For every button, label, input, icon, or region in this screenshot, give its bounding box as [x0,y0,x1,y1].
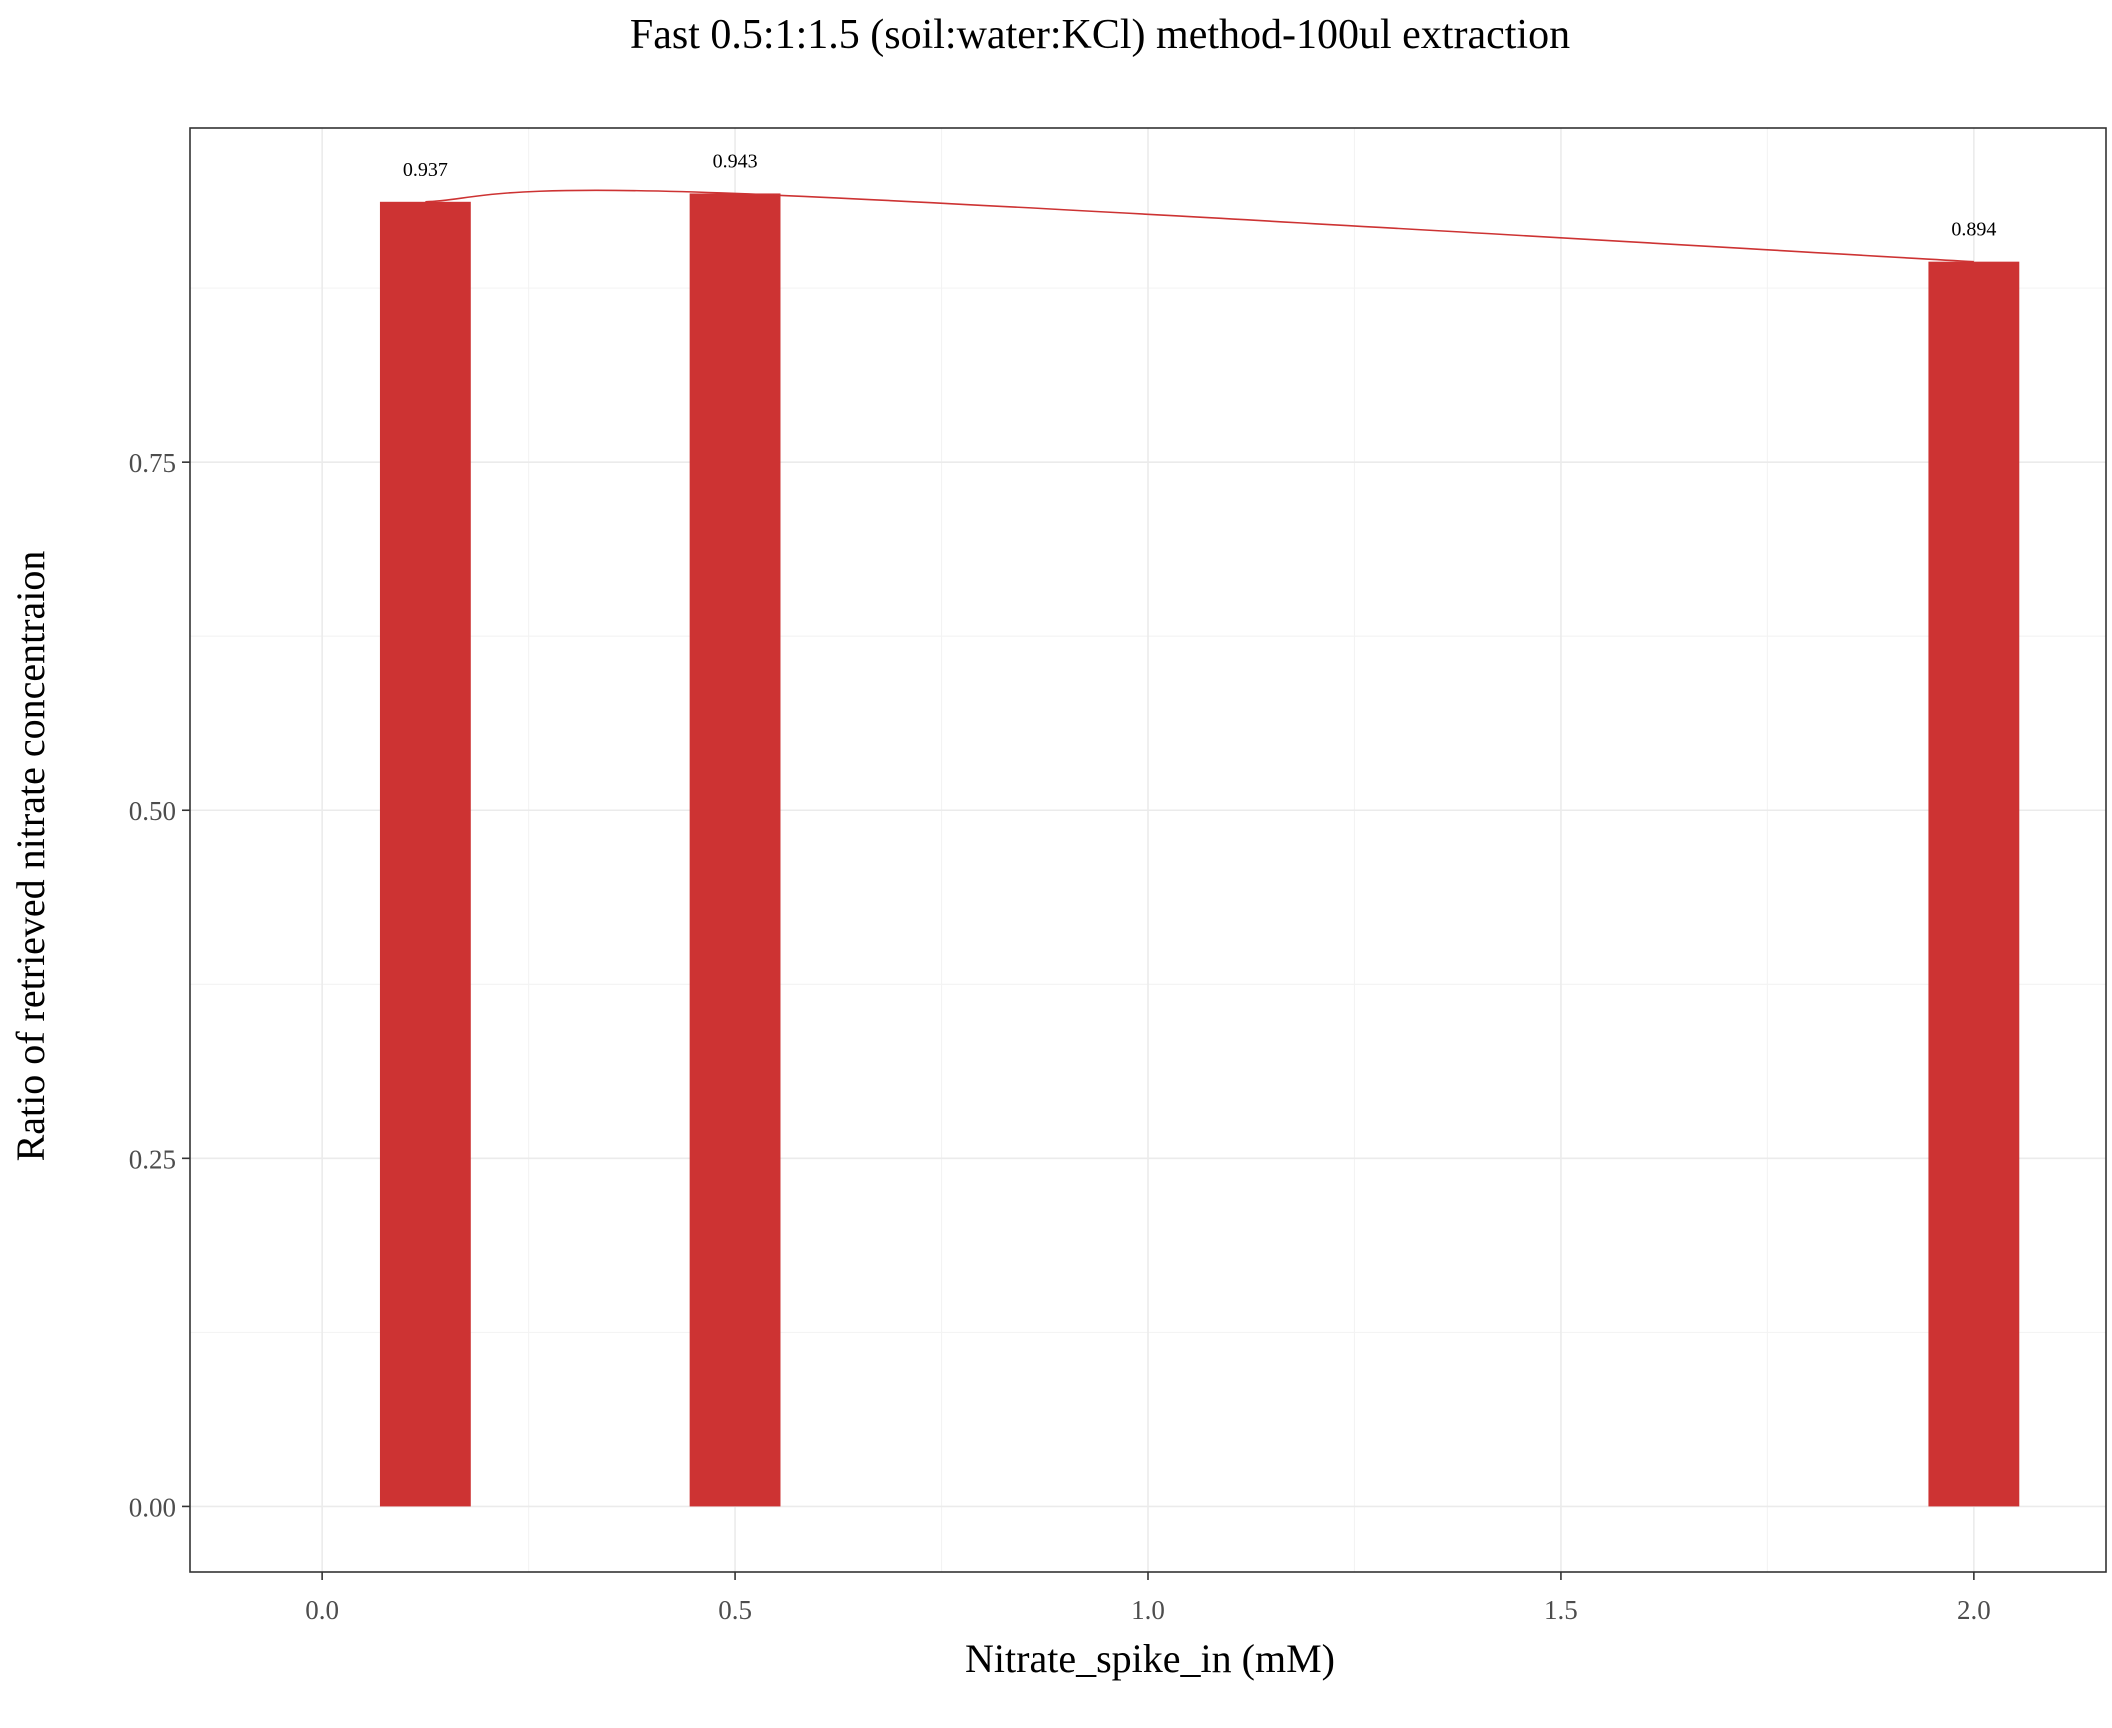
y-axis-title: Ratio of retrieved nitrate concentraion [8,551,53,1162]
x-axis-title: Nitrate_spike_in (mM) [965,1636,1335,1681]
bar [1928,261,2020,1507]
bar [689,193,781,1507]
data-label: 0.894 [1951,219,1996,241]
smooth-line [425,189,1974,263]
bars [379,193,2020,1507]
x-axis: 0.0 0.5 1.0 1.5 2.0 [305,1572,1991,1625]
x-tick-label: 2.0 [1957,1595,1991,1625]
data-labels: 0.937 0.943 0.894 [403,150,1996,240]
x-tick-label: 0.0 [305,1595,339,1625]
x-tick-label: 1.0 [1131,1595,1165,1625]
y-axis: 0.00 0.25 0.50 0.75 [129,448,190,1522]
grid [190,128,2106,1572]
x-tick-label: 0.5 [718,1595,752,1625]
y-tick-label: 0.25 [129,1144,176,1174]
trend-line [425,189,1974,263]
y-tick-label: 0.00 [129,1492,176,1522]
data-label: 0.943 [713,150,758,172]
bar [379,201,471,1507]
data-label: 0.937 [403,159,448,181]
y-tick-label: 0.75 [129,448,176,478]
chart-title: Fast 0.5:1:1.5 (soil:water:KCl) method-1… [630,12,1570,58]
x-tick-label: 1.5 [1544,1595,1578,1625]
y-tick-label: 0.50 [129,796,176,826]
